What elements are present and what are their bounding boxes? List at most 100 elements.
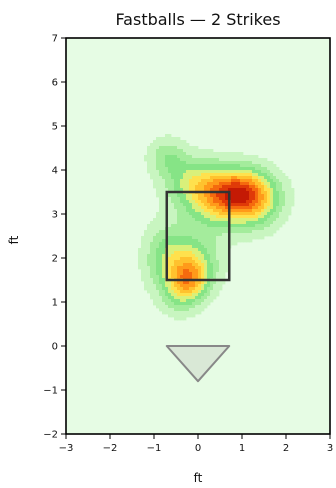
density-cell bbox=[201, 308, 205, 312]
density-cell bbox=[270, 170, 274, 174]
density-cell bbox=[174, 290, 178, 294]
density-cell bbox=[207, 227, 211, 231]
density-cell bbox=[225, 227, 229, 231]
density-cell bbox=[186, 176, 190, 180]
density-cell bbox=[150, 254, 154, 258]
density-cell bbox=[234, 200, 238, 204]
density-cell bbox=[159, 224, 163, 228]
density-cell bbox=[219, 212, 223, 216]
density-cell bbox=[243, 239, 247, 243]
density-cell bbox=[288, 203, 292, 207]
density-cell bbox=[216, 185, 220, 189]
density-cell bbox=[162, 182, 166, 186]
density-cell bbox=[180, 293, 184, 297]
density-cell bbox=[180, 290, 184, 294]
density-cell bbox=[189, 233, 193, 237]
density-cell bbox=[216, 290, 220, 294]
density-cell bbox=[189, 242, 193, 246]
y-tick-label: 6 bbox=[52, 78, 58, 89]
density-cell bbox=[183, 308, 187, 312]
density-cell bbox=[195, 242, 199, 246]
density-cell bbox=[141, 275, 145, 279]
density-cell bbox=[273, 215, 277, 219]
density-cell bbox=[162, 212, 166, 216]
density-cell bbox=[180, 281, 184, 285]
density-cell bbox=[270, 176, 274, 180]
density-cell bbox=[147, 278, 151, 282]
density-cell bbox=[192, 287, 196, 291]
density-cell bbox=[192, 254, 196, 258]
density-cell bbox=[186, 179, 190, 183]
density-cell bbox=[162, 155, 166, 159]
density-cell bbox=[207, 176, 211, 180]
density-cell bbox=[234, 170, 238, 174]
density-cell bbox=[249, 203, 253, 207]
density-cell bbox=[162, 302, 166, 306]
density-cell bbox=[261, 191, 265, 195]
density-cell bbox=[204, 182, 208, 186]
density-cell bbox=[255, 233, 259, 237]
density-cell bbox=[207, 224, 211, 228]
density-cell bbox=[240, 152, 244, 156]
density-cell bbox=[174, 272, 178, 276]
density-cell bbox=[186, 296, 190, 300]
density-cell bbox=[285, 188, 289, 192]
density-cell bbox=[162, 284, 166, 288]
density-cell bbox=[156, 212, 160, 216]
density-cell bbox=[225, 158, 229, 162]
density-cell bbox=[180, 302, 184, 306]
density-cell bbox=[192, 296, 196, 300]
density-cell bbox=[192, 251, 196, 255]
density-cell bbox=[183, 272, 187, 276]
density-cell bbox=[222, 215, 226, 219]
density-cell bbox=[195, 155, 199, 159]
density-cell bbox=[189, 296, 193, 300]
density-cell bbox=[168, 305, 172, 309]
density-cell bbox=[279, 176, 283, 180]
density-cell bbox=[159, 248, 163, 252]
density-cell bbox=[147, 275, 151, 279]
density-cell bbox=[237, 185, 241, 189]
y-tick-label: −2 bbox=[43, 430, 58, 441]
density-cell bbox=[219, 206, 223, 210]
density-cell bbox=[171, 194, 175, 198]
density-cell bbox=[207, 275, 211, 279]
density-cell bbox=[258, 209, 262, 213]
density-cell bbox=[222, 197, 226, 201]
density-cell bbox=[144, 158, 148, 162]
density-cell bbox=[234, 173, 238, 177]
density-cell bbox=[246, 191, 250, 195]
density-cell bbox=[204, 155, 208, 159]
density-cell bbox=[231, 230, 235, 234]
density-cell bbox=[216, 197, 220, 201]
density-cell bbox=[276, 191, 280, 195]
density-cell bbox=[216, 293, 220, 297]
density-cell bbox=[204, 197, 208, 201]
density-cell bbox=[195, 263, 199, 267]
density-cell bbox=[255, 203, 259, 207]
density-cell bbox=[183, 203, 187, 207]
density-cell bbox=[258, 161, 262, 165]
density-cell bbox=[156, 176, 160, 180]
density-cell bbox=[270, 218, 274, 222]
density-cell bbox=[177, 260, 181, 264]
density-cell bbox=[252, 218, 256, 222]
density-cell bbox=[243, 176, 247, 180]
density-cell bbox=[246, 221, 250, 225]
density-cell bbox=[147, 257, 151, 261]
density-cell bbox=[201, 254, 205, 258]
density-cell bbox=[147, 272, 151, 276]
density-cell bbox=[162, 254, 166, 258]
density-cell bbox=[210, 281, 214, 285]
density-cell bbox=[174, 263, 178, 267]
density-cell bbox=[177, 149, 181, 153]
density-cell bbox=[258, 182, 262, 186]
density-cell bbox=[192, 200, 196, 204]
density-cell bbox=[276, 209, 280, 213]
density-cell bbox=[147, 254, 151, 258]
density-cell bbox=[276, 212, 280, 216]
density-cell bbox=[213, 230, 217, 234]
density-cell bbox=[204, 161, 208, 165]
density-cell bbox=[201, 194, 205, 198]
density-cell bbox=[168, 188, 172, 192]
